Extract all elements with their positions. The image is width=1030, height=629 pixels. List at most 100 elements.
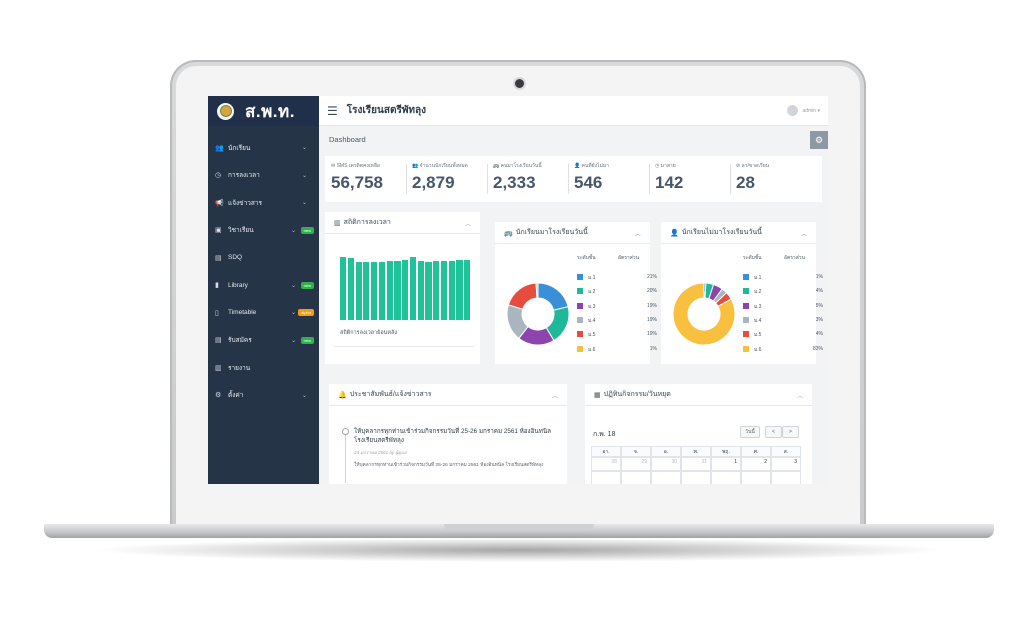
bar-mark (440, 260, 448, 320)
sidebar-item-9[interactable]: ⚙ ตั้งค่า ⌄ (208, 382, 319, 410)
calendar-day[interactable]: 1 (711, 457, 741, 471)
legend-item: ม.6 83% (743, 345, 823, 355)
bar-mark (355, 262, 362, 320)
bar-mark (394, 260, 401, 320)
chevron-down-icon: ⌄ (301, 200, 307, 206)
collapse-chevron-icon[interactable]: ︿ (551, 394, 558, 400)
calendar-day[interactable]: 31 (681, 457, 711, 471)
user-avatar-icon (787, 105, 799, 116)
calendar-icon: ▦ (594, 391, 601, 399)
calendar-day-cell[interactable] (591, 471, 621, 484)
clock-icon: ◷ (655, 163, 661, 169)
legend-swatch (743, 288, 749, 295)
user-name: admin ▾ (802, 107, 820, 114)
status-badge: new (300, 226, 314, 234)
present-today-donut-chart (506, 282, 570, 346)
sidebar-item-4[interactable]: ▤ SDQ (208, 244, 319, 272)
bar-mark (425, 262, 432, 320)
legend-swatch (743, 302, 749, 309)
stat-label: จำนวนนักเรียนทั้งหมด (419, 163, 468, 169)
sidebar-item-label: แจ้งข่าวสาร (228, 199, 263, 207)
news-item-title[interactable]: ให้บุคลากรทุกท่านเข้าร่วมกิจกรรมวันที่ 2… (354, 428, 552, 444)
sidebar-item-7[interactable]: ▤ รับสมัคร ⌄ new (208, 327, 319, 355)
legend-item: ม.3 19% (577, 302, 657, 312)
collapse-chevron-icon[interactable]: ︿ (634, 232, 641, 238)
stat-item: 🚌 คนมาโรงเรียนวันนี้ 2,333 (493, 162, 573, 196)
bar-chart-icon: ▥ (215, 364, 222, 372)
legend-swatch (577, 288, 583, 295)
sidebar-item-label: รายงาน (228, 364, 251, 372)
calendar-day-cell[interactable] (681, 471, 711, 484)
stat-value: 56,758 (331, 173, 383, 192)
status-badge: new (300, 281, 314, 289)
calendar-weekday: อา. (591, 446, 621, 457)
calendar-next-button[interactable]: > (782, 426, 799, 438)
sidebar-item-2[interactable]: 📢 แจ้งข่าวสาร ⌄ (208, 189, 319, 217)
time-stats-bar-chart (340, 256, 472, 320)
calendar-day-cell[interactable] (621, 471, 651, 484)
chevron-down-icon: ⌄ (290, 227, 296, 234)
legend-label: ม.4 (588, 317, 596, 324)
bar-mark (363, 261, 370, 320)
sidebar-item-1[interactable]: ◷ การลงเวลา ⌄ (208, 162, 319, 190)
gear-icon[interactable]: ⚙ (810, 131, 828, 149)
legend-value: 19% (646, 302, 657, 309)
legend-item: ม.5 4% (743, 330, 823, 340)
laptop-base-notch (444, 524, 594, 531)
collapse-chevron-icon[interactable]: ︿ (796, 394, 803, 400)
stat-label: คนที่ยังไม่มา (581, 163, 609, 169)
legend-ratio-header: อัตราส่วน (618, 255, 640, 261)
bar-mark (456, 260, 463, 320)
absent-today-card: 👤 นักเรียนไม่มาโรงเรียนวันนี้ ︿ ระดับชั้… (661, 222, 823, 364)
stat-label: SMS เครดิตคงเหลือ (336, 163, 380, 169)
calendar-day[interactable]: 3 (771, 457, 801, 471)
stat-value: 2,879 (412, 173, 455, 192)
calendar-day[interactable]: 2 (741, 457, 771, 471)
news-item-meta: 24 มกราคม 2561 by ผู้ดูแล (354, 450, 407, 455)
brand[interactable]: ส.พ.ท. (208, 96, 319, 126)
legend-swatch (577, 274, 583, 280)
hamburger-menu-icon[interactable]: ☰ (327, 103, 338, 118)
calendar-card: ▦ ปฏิทินกิจกรรม/วันหยุด ︿ ก.พ. 18 วันนี้… (585, 384, 812, 484)
users-icon: 👥 (215, 144, 224, 152)
calendar-day-cell[interactable] (651, 471, 681, 484)
calendar-prev-button[interactable]: < (765, 426, 782, 438)
bell-icon: 🔔 (338, 391, 347, 399)
divider (730, 164, 731, 194)
calendar-day[interactable]: 28 (591, 457, 621, 471)
bar-mark (371, 261, 378, 320)
user-menu[interactable]: admin ▾ (787, 105, 820, 116)
sidebar-item-0[interactable]: 👥 นักเรียน ⌄ (208, 134, 319, 162)
legend-swatch (743, 316, 749, 323)
user-times-icon: 👤 (574, 163, 582, 169)
calendar-day-cell[interactable] (711, 471, 741, 484)
sidebar-item-6[interactable]: ▯ Timetable ⌄ alpha (208, 299, 319, 327)
collapse-chevron-icon[interactable]: ︿ (800, 232, 807, 238)
calendar-month: ก.พ. 18 (593, 431, 616, 438)
chevron-down-icon: ⌄ (290, 337, 296, 344)
calendar-day[interactable]: 29 (621, 457, 651, 471)
time-stats-card: ▥ สถิติการลงเวลา ︿ สถิติการลงเวลาย้อนหลั… (325, 212, 480, 364)
absent-today-donut-chart (672, 282, 736, 346)
legend-value: 20% (646, 288, 657, 295)
sidebar-item-5[interactable]: ▮ Library ⌄ new (208, 272, 319, 300)
collapse-chevron-icon[interactable]: ︿ (464, 222, 471, 228)
present-today-title: นักเรียนมาโรงเรียนวันนี้ (515, 229, 588, 236)
sidebar-item-3[interactable]: ▣ วิชาเรียน ⌄ new (208, 217, 319, 245)
calendar-weekday: ส. (771, 446, 801, 457)
user-times-icon: 👤 (670, 229, 679, 237)
sidebar-item-8[interactable]: ▥ รายงาน (208, 354, 319, 382)
legend-value: 21% (646, 274, 657, 280)
calendar-today-button[interactable]: วันนี้ (740, 426, 760, 438)
legend-item: ม.4 19% (577, 316, 657, 326)
legend-item: ม.6 1% (577, 345, 657, 355)
calendar-day-cell[interactable] (771, 471, 801, 484)
ban-icon: ⊘ (736, 163, 742, 169)
stat-item: 👥 จำนวนนักเรียนทั้งหมด 2,879 (412, 162, 492, 196)
legend-swatch (743, 345, 749, 352)
clipboard-icon: ▤ (215, 254, 222, 262)
brand-text: ส.พ.ท. (245, 101, 295, 121)
calendar-day-cell[interactable] (741, 471, 771, 484)
bar-mark (448, 260, 455, 320)
calendar-day[interactable]: 30 (651, 457, 681, 471)
